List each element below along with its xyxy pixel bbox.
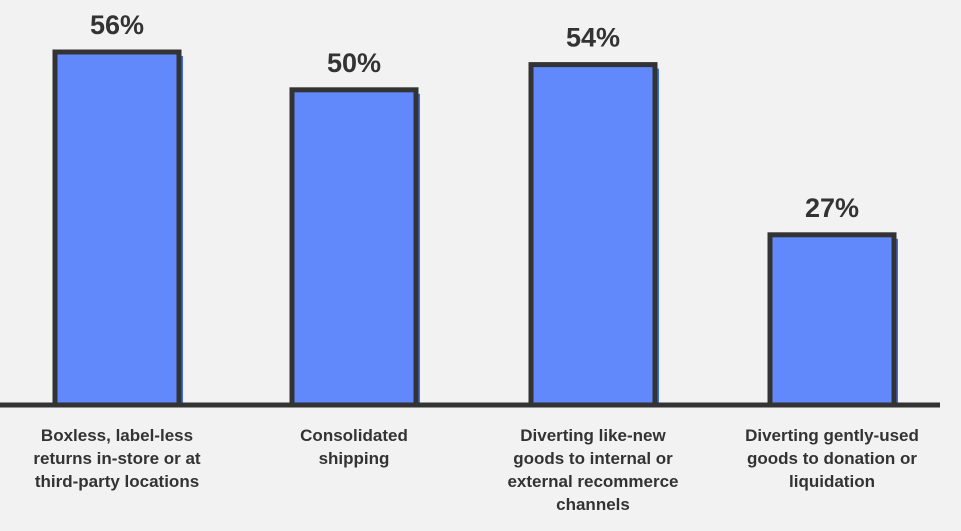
bar	[55, 52, 179, 405]
value-labels-group: 56% 50% 54% 27%	[90, 10, 859, 223]
bar-value-label: 27%	[805, 193, 859, 223]
category-label-line: liquidation	[789, 472, 875, 491]
bar	[531, 65, 655, 405]
category-label-line: external recommerce	[507, 472, 678, 491]
bar-value-label: 56%	[90, 10, 144, 40]
bar-value-label: 54%	[566, 23, 620, 53]
category-label: Consolidated shipping	[300, 426, 408, 468]
category-label-line: Diverting like-new	[520, 426, 666, 445]
bar	[770, 235, 894, 405]
category-label-line: Consolidated	[300, 426, 408, 445]
category-label-line: Boxless, label-less	[41, 426, 193, 445]
category-label-line: channels	[556, 495, 630, 514]
category-labels-group: Boxless, label-less returns in-store or a…	[33, 426, 919, 514]
bars-group	[55, 52, 898, 405]
category-label-line: shipping	[319, 449, 390, 468]
category-label-line: goods to internal or	[513, 449, 673, 468]
bar	[292, 90, 416, 405]
category-label: Diverting like-new goods to internal or ex…	[507, 426, 678, 514]
category-label-line: Diverting gently-used	[745, 426, 919, 445]
category-label: Boxless, label-less returns in-store or a…	[33, 426, 201, 491]
category-label-line: returns in-store or at	[33, 449, 201, 468]
bar-value-label: 50%	[327, 48, 381, 78]
category-label: Diverting gently-used goods to donation o…	[745, 426, 919, 491]
category-label-line: goods to donation or	[747, 449, 917, 468]
category-label-line: third-party locations	[35, 472, 199, 491]
